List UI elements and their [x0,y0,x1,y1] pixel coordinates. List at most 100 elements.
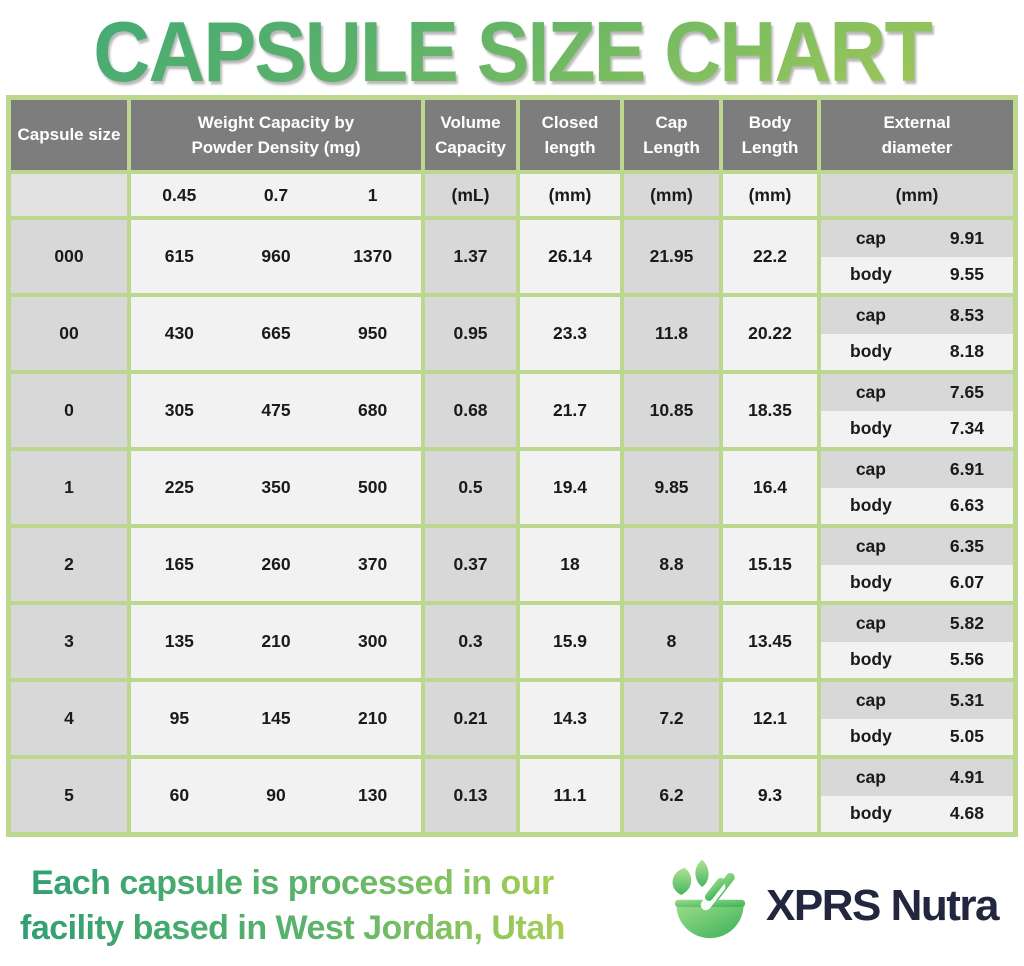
capsule-size-cell: 4 [11,682,127,755]
cap-label: cap [855,612,886,633]
body-length-cell: 13.45 [723,605,817,678]
weight-045-value: 95 [169,708,190,728]
table-row: 0 305 475 680 0.68 21.7 10.85 18.35 cap … [11,374,1013,447]
weight-capacity-cell: 135 210 300 [131,605,421,678]
external-cap-row: cap 8.53 [821,297,1013,334]
density-045-label: 0.45 [162,184,197,205]
external-cap-row: cap 5.82 [821,605,1013,642]
weight-07-value: 665 [261,323,291,343]
weight-1-value: 370 [358,554,388,574]
weight-capacity-cell: 225 350 500 [131,451,421,524]
closed-length-cell: 15.9 [520,605,620,678]
closed-length-cell: 11.1 [520,759,620,832]
external-diameter-cell: cap 8.53 body 8.18 [821,297,1013,370]
external-cap-value: 6.91 [949,458,984,479]
table-header-row: Capsule size Weight Capacity by Powder D… [11,100,1013,170]
closed-length-cell: 21.7 [520,374,620,447]
body-label: body [850,418,892,439]
external-cap-row: cap 5.31 [821,682,1013,719]
cap-label: cap [855,458,886,479]
closed-length-cell: 26.14 [520,220,620,293]
external-cap-value: 5.82 [949,612,984,633]
cap-label: cap [855,535,886,556]
capsule-size-cell: 3 [11,605,127,678]
weight-capacity-cell: 305 475 680 [131,374,421,447]
volume-capacity-cell: 0.95 [425,297,516,370]
weight-capacity-cell: 95 145 210 [131,682,421,755]
external-cap-row: cap 9.91 [821,220,1013,257]
cap-label: cap [855,381,886,402]
body-length-cell: 15.15 [723,528,817,601]
weight-045-value: 60 [169,785,190,805]
body-length-cell: 18.35 [723,374,817,447]
table-row: 4 95 145 210 0.21 14.3 7.2 12.1 cap 5.31… [11,682,1013,755]
volume-capacity-cell: 0.3 [425,605,516,678]
weight-1-value: 130 [358,785,388,805]
cap-label: cap [855,227,886,248]
weight-045-value: 615 [164,246,194,266]
unit-volume: (mL) [425,174,516,216]
external-body-value: 6.63 [949,495,984,516]
page-title: CAPSULE SIZE CHART [0,0,1024,94]
cap-length-cell: 7.2 [624,682,719,755]
weight-07-value: 260 [261,554,291,574]
cap-length-cell: 8.8 [624,528,719,601]
weight-1-value: 300 [358,631,388,651]
table-row: 00 430 665 950 0.95 23.3 11.8 20.22 cap … [11,297,1013,370]
closed-length-cell: 19.4 [520,451,620,524]
weight-capacity-cell: 615 960 1370 [131,220,421,293]
external-body-value: 5.56 [949,649,984,670]
volume-capacity-cell: 1.37 [425,220,516,293]
cap-length-cell: 8 [624,605,719,678]
weight-capacity-cell: 60 90 130 [131,759,421,832]
weight-1-value: 950 [358,323,388,343]
header-closed-length: Closed length [520,100,620,170]
table-row: 3 135 210 300 0.3 15.9 8 13.45 cap 5.82 … [11,605,1013,678]
table-row: 1 225 350 500 0.5 19.4 9.85 16.4 cap 6.9… [11,451,1013,524]
external-body-value: 4.68 [949,803,984,824]
body-label: body [850,264,892,285]
external-diameter-cell: cap 6.35 body 6.07 [821,528,1013,601]
cap-length-cell: 21.95 [624,220,719,293]
external-cap-value: 7.65 [949,381,984,402]
capsule-size-cell: 1 [11,451,127,524]
external-diameter-cell: cap 7.65 body 7.34 [821,374,1013,447]
body-label: body [850,495,892,516]
unit-cap-length: (mm) [624,174,719,216]
weight-07-value: 960 [261,246,291,266]
weight-1-value: 1370 [353,246,393,266]
closed-length-cell: 14.3 [520,682,620,755]
unit-capsule-size-empty [11,174,127,216]
weight-07-value: 350 [261,477,291,497]
weight-07-value: 145 [261,708,291,728]
capsule-size-cell: 00 [11,297,127,370]
weight-045-value: 430 [164,323,194,343]
weight-1-value: 500 [358,477,388,497]
weight-045-value: 165 [164,554,194,574]
body-length-cell: 20.22 [723,297,817,370]
external-body-row: body 9.55 [821,256,1013,293]
unit-densities: 0.45 0.7 1 [131,174,421,216]
weight-07-value: 475 [261,400,291,420]
external-body-value: 7.34 [949,418,984,439]
external-body-row: body 8.18 [821,333,1013,370]
body-length-cell: 12.1 [723,682,817,755]
body-label: body [850,803,892,824]
weight-07-value: 210 [261,631,291,651]
cap-label: cap [855,304,886,325]
body-label: body [850,649,892,670]
cap-length-cell: 9.85 [624,451,719,524]
external-diameter-cell: cap 6.91 body 6.63 [821,451,1013,524]
external-cap-row: cap 4.91 [821,759,1013,796]
footer-note: Each capsule is processed in our facilit… [20,861,565,951]
weight-045-value: 135 [164,631,194,651]
body-label: body [850,572,892,593]
external-diameter-cell: cap 9.91 body 9.55 [821,220,1013,293]
external-body-value: 5.05 [949,726,984,747]
closed-length-cell: 18 [520,528,620,601]
header-capsule-size: Capsule size [11,100,127,170]
header-weight-capacity: Weight Capacity by Powder Density (mg) [131,100,421,170]
table-units-row: 0.45 0.7 1 (mL) (mm) (mm) (mm) (mm) [11,174,1013,216]
external-body-row: body 5.56 [821,641,1013,678]
mortar-pestle-leaf-icon [662,855,758,956]
